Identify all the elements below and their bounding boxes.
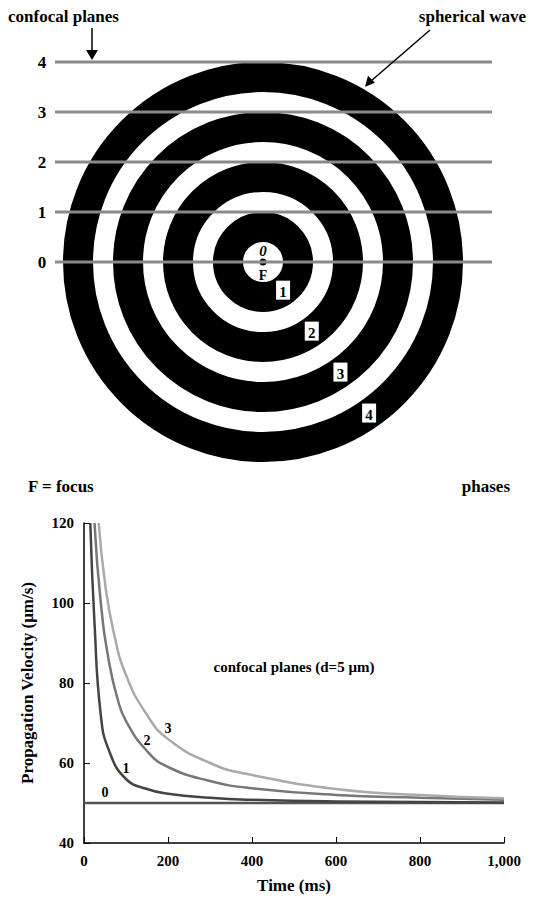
svg-text:F = focus: F = focus <box>28 477 94 496</box>
svg-text:200: 200 <box>157 853 180 869</box>
svg-text:1: 1 <box>38 203 47 222</box>
svg-text:100: 100 <box>52 595 75 611</box>
svg-text:0: 0 <box>102 785 109 800</box>
svg-text:2: 2 <box>38 153 47 172</box>
svg-text:1,000: 1,000 <box>487 853 521 869</box>
svg-text:Time (ms): Time (ms) <box>257 876 331 895</box>
svg-text:2: 2 <box>144 733 151 748</box>
svg-text:Propagation Velocity (μm/s): Propagation Velocity (μm/s) <box>18 582 37 784</box>
svg-text:4: 4 <box>365 407 373 423</box>
svg-text:800: 800 <box>409 853 432 869</box>
svg-text:4: 4 <box>38 53 47 72</box>
svg-text:1: 1 <box>123 761 130 776</box>
svg-text:3: 3 <box>38 103 47 122</box>
svg-text:3: 3 <box>337 366 345 382</box>
svg-text:2: 2 <box>308 325 316 341</box>
svg-text:40: 40 <box>59 835 74 851</box>
svg-text:0: 0 <box>80 853 88 869</box>
svg-text:spherical wave: spherical wave <box>419 7 527 26</box>
svg-text:80: 80 <box>59 675 74 691</box>
svg-text:120: 120 <box>52 515 75 531</box>
svg-text:1: 1 <box>279 284 287 300</box>
svg-text:0: 0 <box>38 253 47 272</box>
svg-text:60: 60 <box>59 755 74 771</box>
svg-text:phases: phases <box>462 477 511 496</box>
svg-text:400: 400 <box>241 853 264 869</box>
svg-text:confocal planes (d=5 μm): confocal planes (d=5 μm) <box>214 659 375 676</box>
svg-text:0: 0 <box>259 243 267 259</box>
svg-text:F: F <box>259 268 268 283</box>
svg-text:3: 3 <box>165 721 172 736</box>
svg-text:600: 600 <box>325 853 348 869</box>
svg-text:confocal planes: confocal planes <box>8 7 119 26</box>
